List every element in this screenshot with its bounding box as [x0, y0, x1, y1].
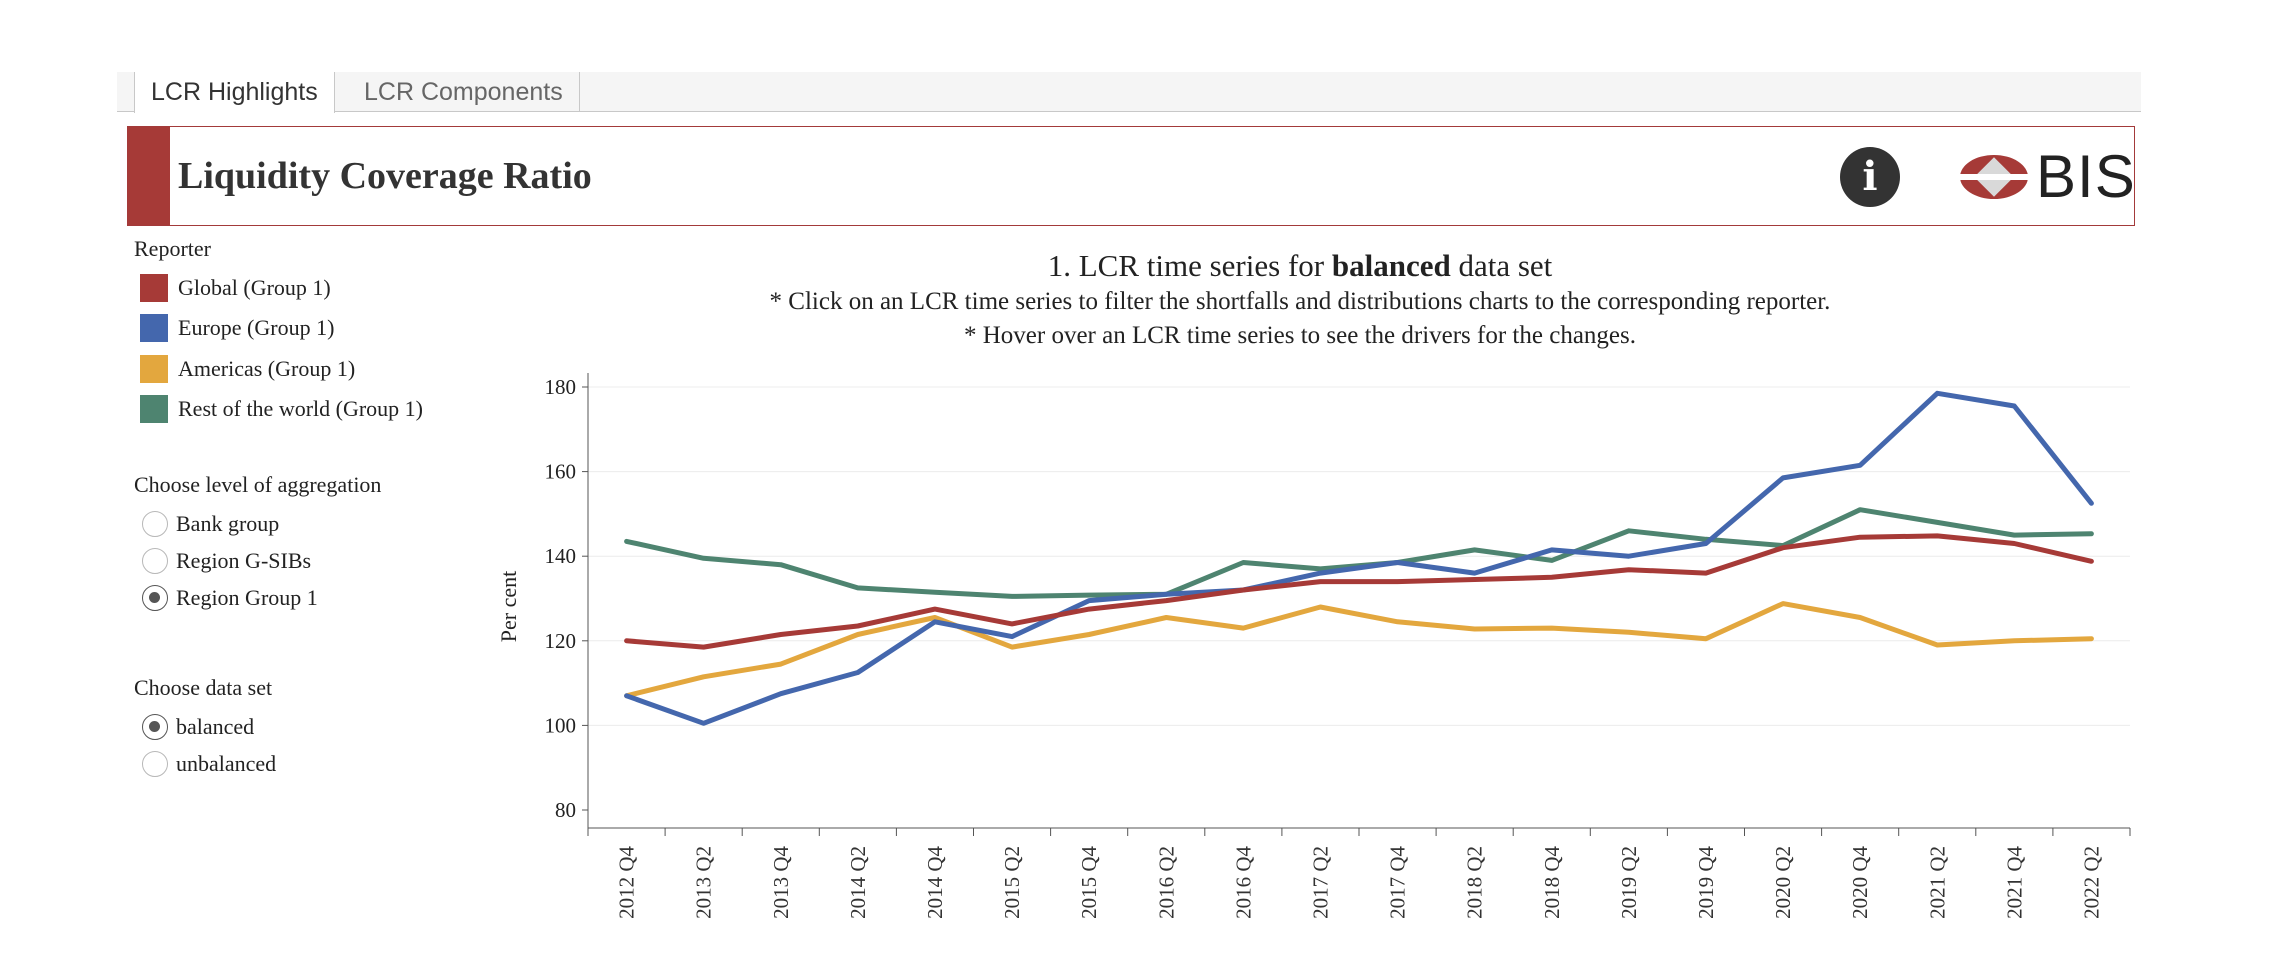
legend-label: Europe (Group 1)	[178, 315, 335, 340]
chart-title-suffix: data set	[1450, 248, 1553, 283]
x-tick-label: 2019 Q2	[1617, 846, 1641, 919]
chart-title: 1. LCR time series for balanced data set	[560, 248, 2040, 284]
info-icon[interactable]: i	[1840, 147, 1900, 207]
x-tick-label: 2020 Q4	[1848, 846, 1872, 919]
x-tick-label: 2016 Q2	[1154, 846, 1178, 919]
lcr-line-chart: 80 100 120 140 160 180 Per cent 2012 Q4 2013 Q2 2…	[496, 373, 2131, 919]
legend-swatch	[140, 355, 168, 383]
x-tick-label: 2015 Q2	[1000, 846, 1024, 919]
x-tick-label: 2013 Q2	[692, 846, 716, 919]
x-tick-label: 2020 Q2	[1771, 846, 1795, 919]
x-tick-label: 2014 Q2	[846, 846, 870, 919]
legend-swatch	[140, 395, 168, 423]
radio-button[interactable]	[142, 751, 168, 777]
tab-lcr-components[interactable]: LCR Components	[348, 72, 580, 112]
x-tick-label: 2017 Q2	[1308, 846, 1332, 919]
radio-label: Region G-SIBs	[176, 548, 312, 573]
y-axis-label: Per cent	[496, 571, 521, 642]
y-tick-label: 80	[555, 798, 576, 822]
dashboard-header: Liquidity Coverage Ratio i BIS	[127, 126, 2135, 226]
x-tick-label: 2021 Q2	[1925, 846, 1949, 919]
y-tick-label: 160	[545, 460, 577, 484]
legend-label: Rest of the world (Group 1)	[178, 396, 424, 421]
x-tick-label: 2018 Q4	[1540, 846, 1564, 919]
x-tick-label: 2021 Q4	[2002, 846, 2026, 919]
legend-label: Global (Group 1)	[178, 275, 331, 300]
radio-label: Bank group	[176, 511, 280, 536]
x-tick-label: 2015 Q4	[1077, 846, 1101, 919]
radio-button[interactable]	[142, 548, 168, 574]
series-line-1[interactable]	[624, 601, 2094, 699]
legend-swatch	[140, 274, 168, 302]
page-title: Liquidity Coverage Ratio	[178, 155, 592, 197]
x-tick-label: 2014 Q4	[923, 846, 947, 919]
radio-button[interactable]	[142, 585, 168, 611]
tab-bar: LCR Highlights LCR Components	[117, 72, 2141, 113]
y-tick-label: 120	[545, 629, 577, 653]
x-tick-label: 2013 Q4	[769, 846, 793, 919]
x-tick-label: 2016 Q4	[1231, 846, 1255, 919]
radio-label: unbalanced	[176, 751, 277, 776]
dataset-label: Choose data set	[134, 675, 273, 700]
radio-button[interactable]	[142, 511, 168, 537]
x-tick-label: 2012 Q4	[615, 846, 639, 919]
legend-swatch	[140, 314, 168, 342]
tab-lcr-highlights[interactable]: LCR Highlights	[134, 72, 335, 113]
x-tick-label: 2019 Q4	[1694, 846, 1718, 919]
series-line-3[interactable]	[624, 533, 2094, 650]
x-tick-label: 2022 Q2	[2079, 846, 2103, 919]
chart-note-hover: * Hover over an LCR time series to see t…	[963, 322, 1636, 349]
radio-button[interactable]	[142, 714, 168, 740]
radio-label: balanced	[176, 714, 255, 739]
reporter-label: Reporter	[134, 236, 211, 261]
chart-title-bold: balanced	[1331, 248, 1451, 283]
x-tick-label: 2017 Q4	[1386, 846, 1410, 919]
series-line-2[interactable]	[624, 390, 2094, 726]
y-tick-label: 100	[545, 713, 577, 737]
radio-label: Region Group 1	[176, 585, 318, 610]
chart-title-prefix: 1. LCR time series for	[1047, 248, 1332, 283]
y-tick-label: 140	[545, 544, 577, 568]
bis-logo-text: BIS	[2036, 143, 2136, 210]
header-accent-bar	[128, 127, 170, 225]
chart-note-click: * Click on an LCR time series to filter …	[769, 288, 1831, 315]
legend-label: Americas (Group 1)	[178, 356, 356, 381]
aggregation-label: Choose level of aggregation	[134, 472, 382, 497]
x-tick-label: 2018 Q2	[1463, 846, 1487, 919]
bis-logo-icon	[1960, 155, 2028, 199]
y-tick-label: 180	[545, 375, 577, 399]
